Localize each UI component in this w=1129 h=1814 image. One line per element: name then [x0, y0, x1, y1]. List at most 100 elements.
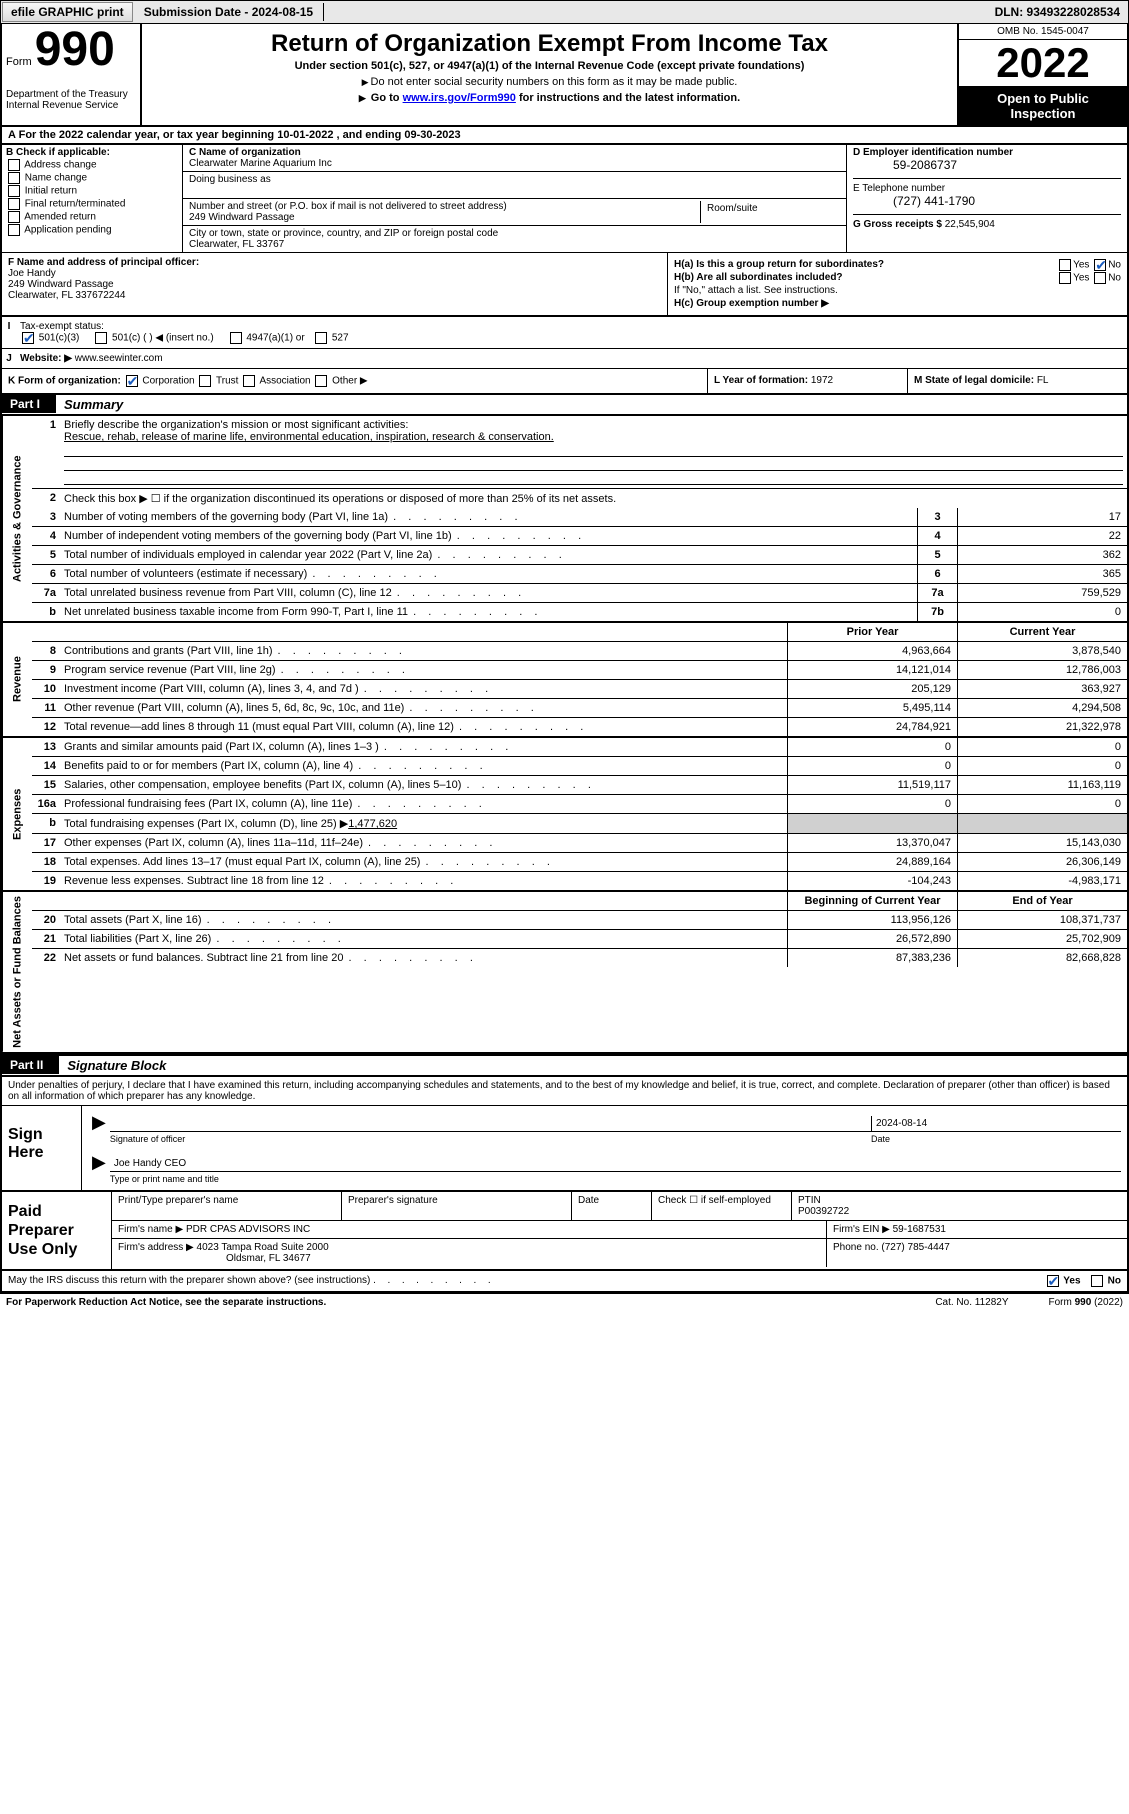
submission-date: Submission Date - 2024-08-15 [134, 3, 324, 21]
dept-irs: Internal Revenue Service [6, 100, 136, 111]
summary-curr: 82,668,828 [957, 949, 1127, 967]
summary-val: 365 [957, 565, 1127, 583]
col-prior: Prior Year [787, 623, 957, 641]
k-trust[interactable] [199, 375, 211, 387]
form-header: Form 990 Department of the Treasury Inte… [0, 24, 1129, 127]
i-527[interactable] [315, 332, 327, 344]
chk-application-pending[interactable]: Application pending [6, 224, 178, 236]
summary-row: 10 Investment income (Part VIII, column … [32, 680, 1127, 699]
part1-badge: Part I [2, 395, 56, 413]
irs-link[interactable]: www.irs.gov/Form990 [403, 92, 516, 104]
summary-curr: 0 [957, 795, 1127, 813]
summary-row: 8 Contributions and grants (Part VIII, l… [32, 642, 1127, 661]
summary-curr: 363,927 [957, 680, 1127, 698]
col-curr: Current Year [957, 623, 1127, 641]
summary-curr: -4,983,171 [957, 872, 1127, 890]
form-word: Form [6, 56, 32, 68]
ha-no[interactable] [1094, 259, 1106, 271]
chk-address-change[interactable]: Address change [6, 159, 178, 171]
form-subtitle-3: Go to www.irs.gov/Form990 for instructio… [146, 92, 953, 104]
prep-selfemp: Check ☐ if self-employed [652, 1192, 792, 1220]
addr-val: 249 Windward Passage [189, 212, 700, 223]
hc-label: H(c) Group exemption number ▶ [674, 298, 829, 309]
paid-preparer-block: Paid Preparer Use Only Print/Type prepar… [0, 1192, 1129, 1272]
prep-ptin-val: P00392722 [798, 1206, 1121, 1217]
row-a-tax-year: A For the 2022 calendar year, or tax yea… [0, 127, 1129, 145]
summary-row: 12 Total revenue—add lines 8 through 11 … [32, 718, 1127, 736]
k-label: K Form of organization: [8, 376, 121, 387]
l-val: 1972 [811, 375, 833, 386]
j-label: Website: ▶ [20, 353, 72, 364]
b-label: B Check if applicable: [6, 147, 178, 158]
summary-prior: 4,963,664 [787, 642, 957, 660]
k-corp[interactable] [126, 375, 138, 387]
summary-row: 11 Other revenue (Part VIII, column (A),… [32, 699, 1127, 718]
tax-year: 2022 [959, 40, 1127, 86]
summary-row: 5 Total number of individuals employed i… [32, 546, 1127, 565]
summary-curr: 12,786,003 [957, 661, 1127, 679]
sign-arrow-icon: ▶ [88, 1112, 110, 1144]
hb-hint: If "No," attach a list. See instructions… [674, 285, 1121, 296]
k-other[interactable] [315, 375, 327, 387]
summary-row: 7a Total unrelated business revenue from… [32, 584, 1127, 603]
summary-curr: 0 [957, 738, 1127, 756]
hb-no[interactable] [1094, 272, 1106, 284]
chk-name-change[interactable]: Name change [6, 172, 178, 184]
efile-button[interactable]: efile GRAPHIC print [2, 2, 133, 22]
row-k: K Form of organization: Corporation Trus… [0, 369, 1129, 395]
summary-row: 1 Briefly describe the organization's mi… [32, 416, 1127, 489]
hb-label: H(b) Are all subordinates included? [674, 272, 843, 283]
ha-yes[interactable] [1059, 259, 1071, 271]
row-j: J Website: ▶ www.seewinter.com [0, 349, 1129, 369]
c-name-label: C Name of organization [189, 147, 840, 158]
summary-curr: 21,322,978 [957, 718, 1127, 736]
summary-row: 16a Professional fundraising fees (Part … [32, 795, 1127, 814]
irs-discuss-yes[interactable] [1047, 1275, 1059, 1287]
summary-prior: 24,784,921 [787, 718, 957, 736]
city-label: City or town, state or province, country… [189, 228, 840, 239]
k-assoc[interactable] [243, 375, 255, 387]
form-subtitle-2: Do not enter social security numbers on … [146, 76, 953, 88]
goto-pre: Go to [371, 92, 403, 104]
prep-date-label: Date [572, 1192, 652, 1220]
prep-ein-label: Firm's EIN ▶ [833, 1224, 890, 1235]
row-a-end: 09-30-2023 [404, 129, 460, 141]
j-website: www.seewinter.com [75, 353, 163, 364]
irs-discuss-no[interactable] [1091, 1275, 1103, 1287]
prep-firm-label: Firm's name ▶ [118, 1224, 183, 1235]
chk-initial-return[interactable]: Initial return [6, 185, 178, 197]
summary-curr: 3,878,540 [957, 642, 1127, 660]
i-501c[interactable] [95, 332, 107, 344]
hb-yes[interactable] [1059, 272, 1071, 284]
m-label: M State of legal domicile: [914, 375, 1034, 386]
summary-row: 3 Number of voting members of the govern… [32, 508, 1127, 527]
d-ein-label: D Employer identification number [853, 147, 1121, 158]
summary-row: 22 Net assets or fund balances. Subtract… [32, 949, 1127, 967]
i-501c3[interactable] [22, 332, 34, 344]
g-gross-val: 22,545,904 [945, 219, 995, 230]
summary-prior: 5,495,114 [787, 699, 957, 717]
summary-side-label: Expenses [2, 738, 32, 890]
irs-discuss-q: May the IRS discuss this return with the… [8, 1275, 370, 1286]
footer-right: Form 990 (2022) [1049, 1297, 1123, 1308]
part2-header: Part II Signature Block [0, 1054, 1129, 1077]
chk-amended-return[interactable]: Amended return [6, 211, 178, 223]
summary-section: Revenue Prior Year Current Year8 Contrib… [0, 623, 1129, 738]
col-prior: Beginning of Current Year [787, 892, 957, 910]
dept-treasury: Department of the Treasury [6, 89, 136, 100]
chk-final-return[interactable]: Final return/terminated [6, 198, 178, 210]
summary-curr: 11,163,119 [957, 776, 1127, 794]
i-4947[interactable] [230, 332, 242, 344]
g-gross-label: G Gross receipts $ [853, 219, 942, 230]
prep-phone-val: (727) 785-4447 [881, 1242, 949, 1253]
top-toolbar: efile GRAPHIC print Submission Date - 20… [0, 0, 1129, 24]
dln: DLN: 93493228028534 [987, 3, 1128, 21]
page-footer: For Paperwork Reduction Act Notice, see … [0, 1293, 1129, 1311]
summary-prior: 14,121,014 [787, 661, 957, 679]
summary-val: 22 [957, 527, 1127, 545]
dba-label: Doing business as [189, 174, 840, 185]
summary-row: 19 Revenue less expenses. Subtract line … [32, 872, 1127, 890]
part2-title: Signature Block [59, 1056, 1127, 1075]
summary-val: 17 [957, 508, 1127, 526]
summary-prior: 87,383,236 [787, 949, 957, 967]
